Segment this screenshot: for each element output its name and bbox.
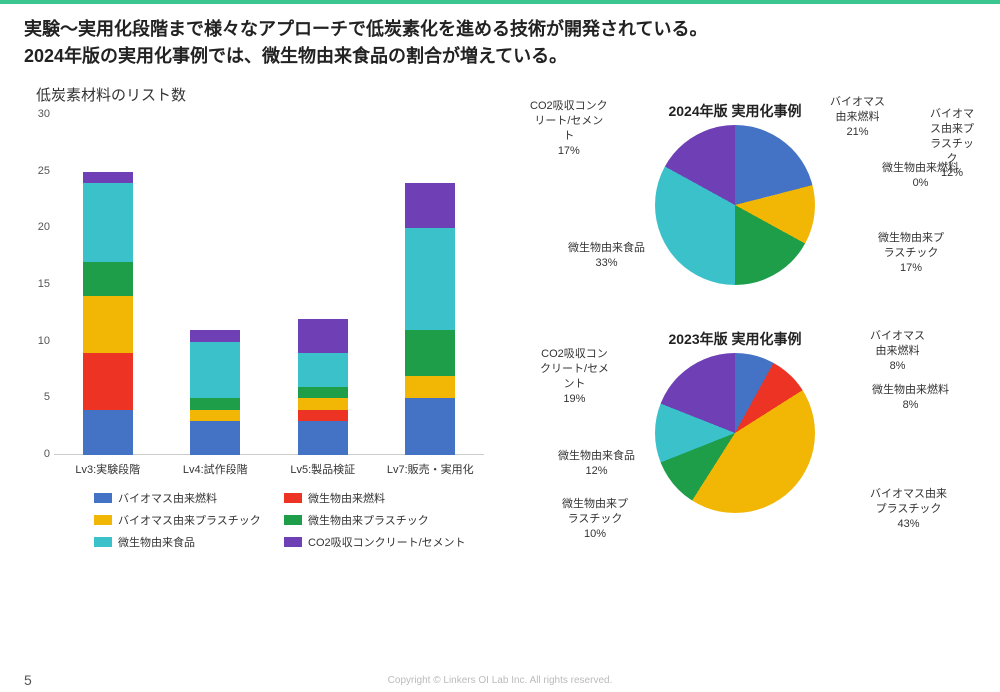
x-category-label: Lv5:製品検証 — [269, 455, 377, 477]
pie-2023-label-microbe-fuel: 微生物由来燃料8% — [872, 383, 949, 413]
bar-segment — [83, 353, 133, 410]
page-number: 5 — [24, 672, 32, 688]
legend-item: 微生物由来プラスチック — [284, 509, 474, 531]
bar-segment — [190, 342, 240, 399]
bar-segment — [298, 387, 348, 398]
pie-2023-label-biomass-fuel: バイオマス 由来燃料8% — [870, 329, 925, 374]
bar-segment — [190, 421, 240, 455]
bar-segment — [298, 353, 348, 387]
legend-swatch — [94, 537, 112, 547]
title-line-2: 2024年版の実用化事例では、微生物由来食品の割合が増えている。 — [24, 46, 567, 66]
pie-2023-label-microbe-plastic: 微生物由来プ ラスチック10% — [562, 497, 628, 542]
legend-label: 微生物由来燃料 — [308, 490, 385, 506]
slide-title: 実験〜実用化段階まで様々なアプローチで低炭素化を進める技術が開発されている。 2… — [24, 16, 976, 70]
legend-label: バイオマス由来燃料 — [118, 490, 217, 506]
legend-swatch — [94, 515, 112, 525]
legend-item: バイオマス由来燃料 — [94, 487, 284, 509]
pie-2023-label-co2-concrete: CO2吸収コン クリート/セメ ント19% — [540, 347, 609, 406]
bar-segment — [298, 319, 348, 353]
pie-2023-label-microbe-food: 微生物由来食品12% — [558, 449, 635, 479]
legend-swatch — [94, 493, 112, 503]
title-line-1: 実験〜実用化段階まで様々なアプローチで低炭素化を進める技術が開発されている。 — [24, 19, 707, 39]
legend-item: 微生物由来食品 — [94, 531, 284, 553]
pie-2024-label-biomass-plastic: バイオマ ス由来プ ラスチッ ク12% — [930, 107, 974, 181]
pie-2023-title: 2023年版 実用化事例 — [620, 329, 850, 349]
legend-item: 微生物由来燃料 — [284, 487, 474, 509]
bar-segment — [83, 262, 133, 296]
bar-segment — [190, 330, 240, 341]
stacked-bar — [405, 183, 455, 455]
pie-2024-title: 2024年版 実用化事例 — [620, 101, 850, 121]
y-tick: 30 — [28, 108, 50, 120]
y-tick: 10 — [28, 335, 50, 347]
x-category-label: Lv7:販売・実用化 — [377, 455, 485, 477]
legend-swatch — [284, 493, 302, 503]
bar-segment — [405, 398, 455, 455]
pie-2024-label-co2-concrete: CO2吸収コンク リート/セメン ト17% — [530, 99, 608, 158]
pie-2024-label-biomass-fuel: バイオマス 由来燃料21% — [830, 95, 885, 140]
y-tick: 20 — [28, 221, 50, 233]
legend-item: バイオマス由来プラスチック — [94, 509, 284, 531]
stacked-bar — [83, 172, 133, 455]
copyright-footer: Copyright © Linkers OI Lab Inc. All righ… — [0, 675, 1000, 686]
bar-segment — [83, 296, 133, 353]
pie-2024: 2024年版 実用化事例 バイオマス 由来燃料21% 微生物由来燃料0% バイオ… — [620, 101, 850, 285]
pie-2024-label-microbe-food: 微生物由来食品33% — [568, 241, 645, 271]
legend-swatch — [284, 515, 302, 525]
bar-chart: 051015202530 Lv3:実験段階Lv4:試作段階Lv5:製品検証Lv7… — [24, 115, 492, 535]
pie-2024-label-microbe-plastic: 微生物由来プ ラスチック17% — [878, 231, 944, 276]
legend-swatch — [284, 537, 302, 547]
bar-segment — [405, 228, 455, 330]
y-tick: 15 — [28, 278, 50, 290]
y-tick: 0 — [28, 448, 50, 460]
bar-segment — [190, 410, 240, 421]
y-tick: 25 — [28, 165, 50, 177]
bar-segment — [298, 410, 348, 421]
legend-label: 微生物由来食品 — [118, 534, 195, 550]
bar-segment — [83, 172, 133, 183]
stacked-bar — [298, 319, 348, 455]
pie-2023: 2023年版 実用化事例 バイオマス 由来燃料8% 微生物由来燃料8% バイオマ… — [620, 329, 850, 513]
bar-segment — [298, 421, 348, 455]
legend-label: 微生物由来プラスチック — [308, 512, 429, 528]
pie-chart — [655, 125, 815, 285]
bar-segment — [405, 183, 455, 228]
bar-segment — [190, 398, 240, 409]
legend-label: バイオマス由来プラスチック — [118, 512, 261, 528]
bar-chart-legend: バイオマス由来燃料 微生物由来燃料バイオマス由来プラスチック 微生物由来プラスチック… — [94, 487, 474, 553]
legend-label: CO2吸収コンクリート/セメント — [308, 534, 465, 550]
legend-item: CO2吸収コンクリート/セメント — [284, 531, 474, 553]
bar-segment — [83, 183, 133, 262]
bar-segment — [405, 376, 455, 399]
x-category-label: Lv3:実験段階 — [54, 455, 162, 477]
bar-segment — [405, 330, 455, 375]
pie-2023-label-biomass-plastic: バイオマス由来 プラスチック43% — [870, 487, 947, 532]
x-category-label: Lv4:試作段階 — [162, 455, 270, 477]
y-tick: 5 — [28, 391, 50, 403]
stacked-bar — [190, 330, 240, 455]
bar-segment — [298, 398, 348, 409]
bar-segment — [83, 410, 133, 455]
pie-chart — [655, 353, 815, 513]
